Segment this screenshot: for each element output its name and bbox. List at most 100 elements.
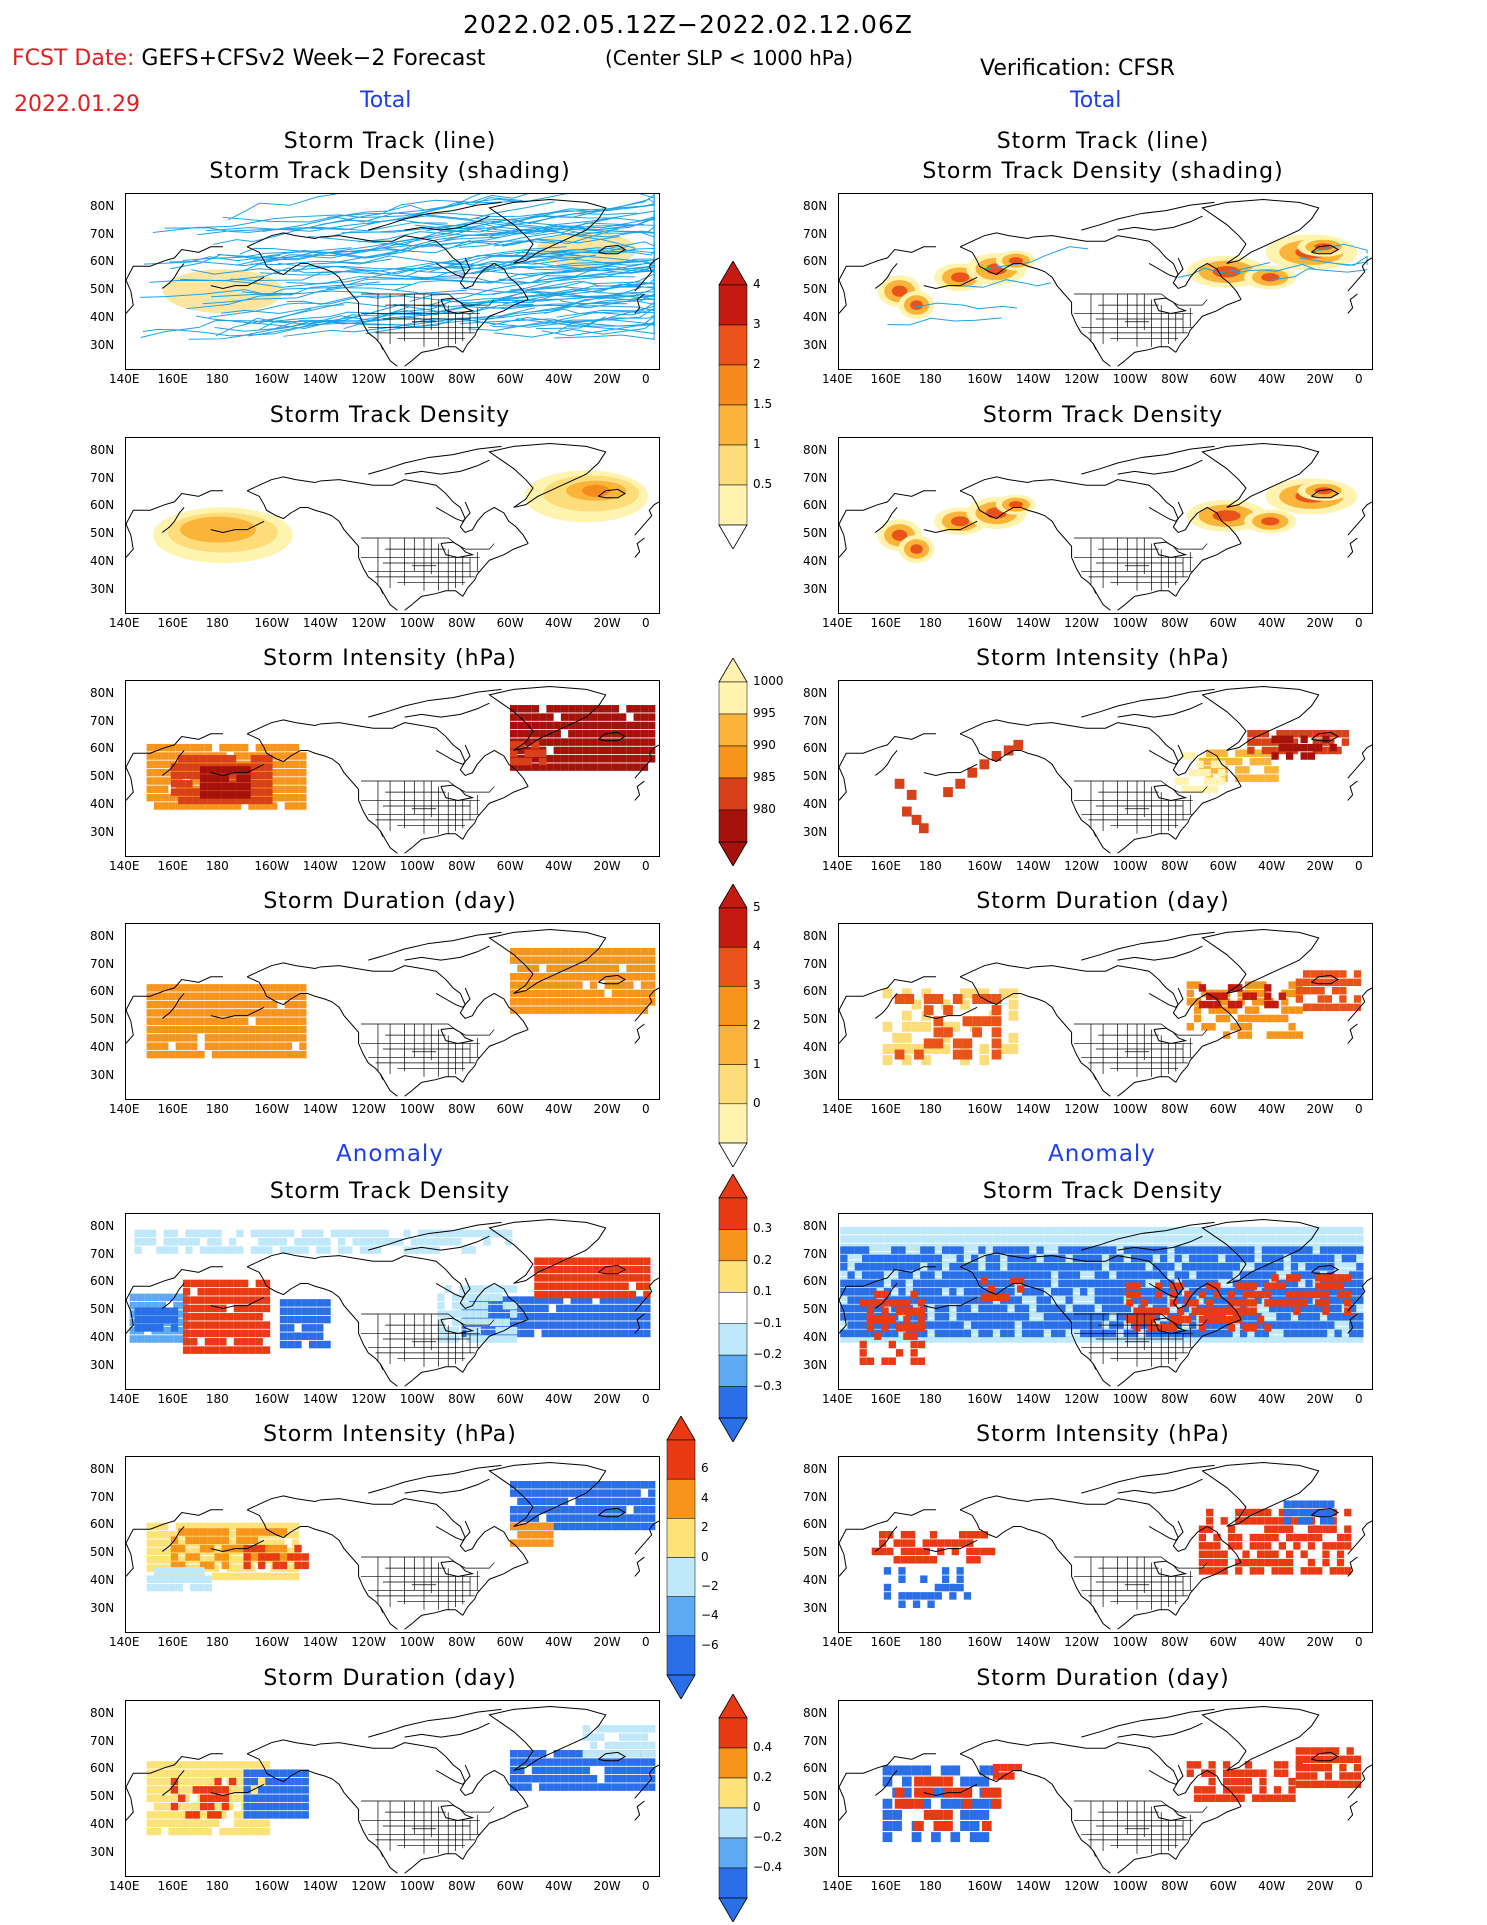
colorbar-label: 0.4 — [753, 1740, 773, 1754]
lon-tick-label: 140W — [1015, 1635, 1051, 1649]
lon-tick-label: 80W — [448, 372, 476, 386]
lat-tick-label: 50N — [90, 769, 115, 784]
lon-tick-label: 160W — [967, 616, 1003, 630]
colorbar-label: −0.2 — [753, 1347, 783, 1362]
lon-tick-label: 0 — [1355, 1635, 1363, 1649]
lat-tick-label: 80N — [90, 198, 115, 213]
colorbar-duration_anom — [718, 1694, 748, 1922]
condition-label: (Center SLP < 1000 hPa) — [605, 46, 853, 70]
lat-tick-label: 70N — [803, 470, 828, 485]
lon-tick-label: 100W — [1112, 1879, 1148, 1893]
lon-tick-label: 140E — [109, 616, 140, 630]
lat-tick-label: 70N — [803, 713, 828, 728]
map-panel-intensity-verification — [838, 680, 1373, 857]
lon-tick-label: 0 — [1355, 1392, 1363, 1406]
map-svg — [839, 1706, 1372, 1874]
colorbar-label: 985 — [753, 770, 776, 784]
lon-tick-label: 80W — [1161, 1392, 1189, 1406]
lon-tick-label: 0 — [642, 372, 650, 386]
lon-tick-label: 100W — [399, 859, 435, 873]
lon-tick-label: 0 — [1355, 616, 1363, 630]
colorbar-label: −0.2 — [753, 1830, 783, 1844]
lon-tick-label: 0 — [642, 1102, 650, 1116]
lon-tick-label: 80W — [448, 1635, 476, 1649]
lon-tick-label: 60W — [496, 1635, 524, 1649]
map-svg — [839, 1462, 1372, 1630]
lat-tick-label: 50N — [803, 1545, 828, 1560]
lon-tick-label: 0 — [1355, 1879, 1363, 1893]
map-panel-duranom-forecast — [125, 1700, 660, 1877]
lat-tick-label: 40N — [803, 554, 828, 568]
lon-tick-label: 120W — [1064, 859, 1100, 873]
colorbar-label: −4 — [701, 1608, 719, 1623]
lon-tick-label: 160W — [254, 372, 290, 386]
lon-tick-label: 180 — [918, 1635, 942, 1649]
lon-tick-label: 100W — [1112, 372, 1148, 386]
lat-tick-label: 50N — [90, 1012, 115, 1027]
lon-tick-label: 20W — [593, 1879, 621, 1893]
lon-tick-label: 40W — [1258, 1392, 1286, 1406]
lon-tick-label: 80W — [448, 616, 476, 630]
colorbar-label: 990 — [753, 738, 776, 752]
map-svg — [126, 1219, 659, 1387]
lon-tick-label: 120W — [1064, 1635, 1100, 1649]
panel-title-density: Storm Track Density — [982, 1179, 1224, 1204]
colorbar-label: −6 — [701, 1637, 719, 1652]
lat-tick-label: 40N — [90, 1817, 115, 1831]
map-panel-intensity-forecast — [125, 680, 660, 857]
colorbar-label: 995 — [753, 706, 776, 720]
lat-tick-label: 80N — [90, 1461, 115, 1476]
lon-tick-label: 40W — [545, 1102, 573, 1116]
lat-tick-label: 70N — [803, 956, 828, 971]
total-right-label: Total — [1070, 88, 1122, 113]
anomaly-right-label: Anomaly — [1048, 1141, 1156, 1167]
lon-tick-label: 160E — [157, 1392, 188, 1406]
lat-tick-label: 40N — [90, 310, 115, 324]
lon-tick-label: 100W — [1112, 1392, 1148, 1406]
lat-tick-label: 80N — [90, 442, 115, 457]
lat-tick-label: 30N — [803, 1067, 828, 1082]
panel-title-duration: Storm Duration (day) — [263, 1666, 517, 1691]
lon-tick-label: 140W — [302, 859, 338, 873]
lat-tick-label: 30N — [90, 1357, 115, 1372]
lon-tick-label: 40W — [1258, 1635, 1286, 1649]
lon-tick-label: 140E — [822, 859, 853, 873]
lon-tick-label: 160E — [157, 616, 188, 630]
lat-tick-label: 50N — [803, 282, 828, 297]
lon-tick-label: 160E — [157, 859, 188, 873]
lon-tick-label: 180 — [205, 616, 229, 630]
colorbar-label: 0 — [753, 1800, 761, 1814]
lon-tick-label: 100W — [1112, 1102, 1148, 1116]
lat-tick-label: 30N — [803, 337, 828, 352]
lon-tick-label: 140E — [822, 1879, 853, 1893]
lon-tick-label: 60W — [1209, 859, 1237, 873]
lon-tick-label: 140W — [1015, 1392, 1051, 1406]
colorbar-label: 0.3 — [753, 1221, 773, 1236]
lat-tick-label: 70N — [90, 1489, 115, 1504]
lon-tick-label: 60W — [496, 616, 524, 630]
lon-tick-label: 20W — [593, 372, 621, 386]
lat-tick-label: 80N — [90, 685, 115, 700]
panel-title-track1: Storm Track (line) — [283, 129, 497, 154]
lat-tick-label: 40N — [90, 1330, 115, 1344]
lon-tick-label: 60W — [1209, 1635, 1237, 1649]
lon-tick-label: 160E — [870, 372, 901, 386]
lon-tick-label: 140E — [822, 1392, 853, 1406]
lat-tick-label: 80N — [803, 442, 828, 457]
lon-tick-label: 160W — [254, 1102, 290, 1116]
lat-tick-label: 30N — [803, 1600, 828, 1615]
lon-tick-label: 100W — [399, 1102, 435, 1116]
colorbar-label: 1.5 — [753, 397, 773, 411]
map-panel-density-forecast — [125, 437, 660, 614]
lon-tick-label: 180 — [918, 372, 942, 386]
lat-tick-label: 40N — [803, 1330, 828, 1344]
lon-tick-label: 60W — [1209, 616, 1237, 630]
lon-tick-label: 180 — [205, 1635, 229, 1649]
colorbar-label: 0 — [753, 1095, 761, 1110]
colorbar-label: 4 — [753, 277, 761, 291]
panel-title-duration: Storm Duration (day) — [263, 889, 517, 914]
lon-tick-label: 140W — [1015, 1879, 1051, 1893]
lat-tick-label: 80N — [803, 1461, 828, 1476]
panel-title-duration: Storm Duration (day) — [976, 1666, 1230, 1691]
lon-tick-label: 140W — [302, 616, 338, 630]
